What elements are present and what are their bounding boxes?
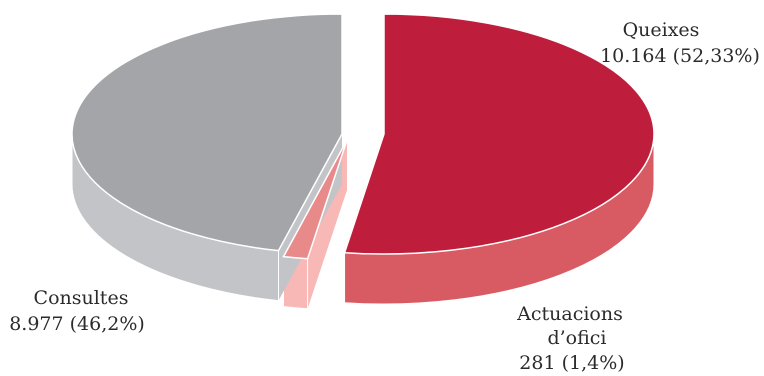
slice-actuacions	[282, 139, 348, 260]
slice-label-consultes: Consultes	[34, 287, 129, 309]
slice-value-actuacions: 281 (1,4%)	[519, 352, 624, 374]
slice-value-consultes: 8.977 (46,2%)	[9, 313, 145, 335]
slice-queixes	[343, 13, 655, 255]
slice-label-actuacions-line1: Actuacions	[516, 303, 623, 325]
slice-label-actuacions-line2: d’ofici	[547, 327, 606, 349]
slice-value-queixes: 10.164 (52,33%)	[600, 45, 760, 67]
slice-consultes	[71, 13, 343, 252]
pie-top-faces	[71, 13, 655, 260]
slice-label-queixes: Queixes	[623, 19, 700, 41]
